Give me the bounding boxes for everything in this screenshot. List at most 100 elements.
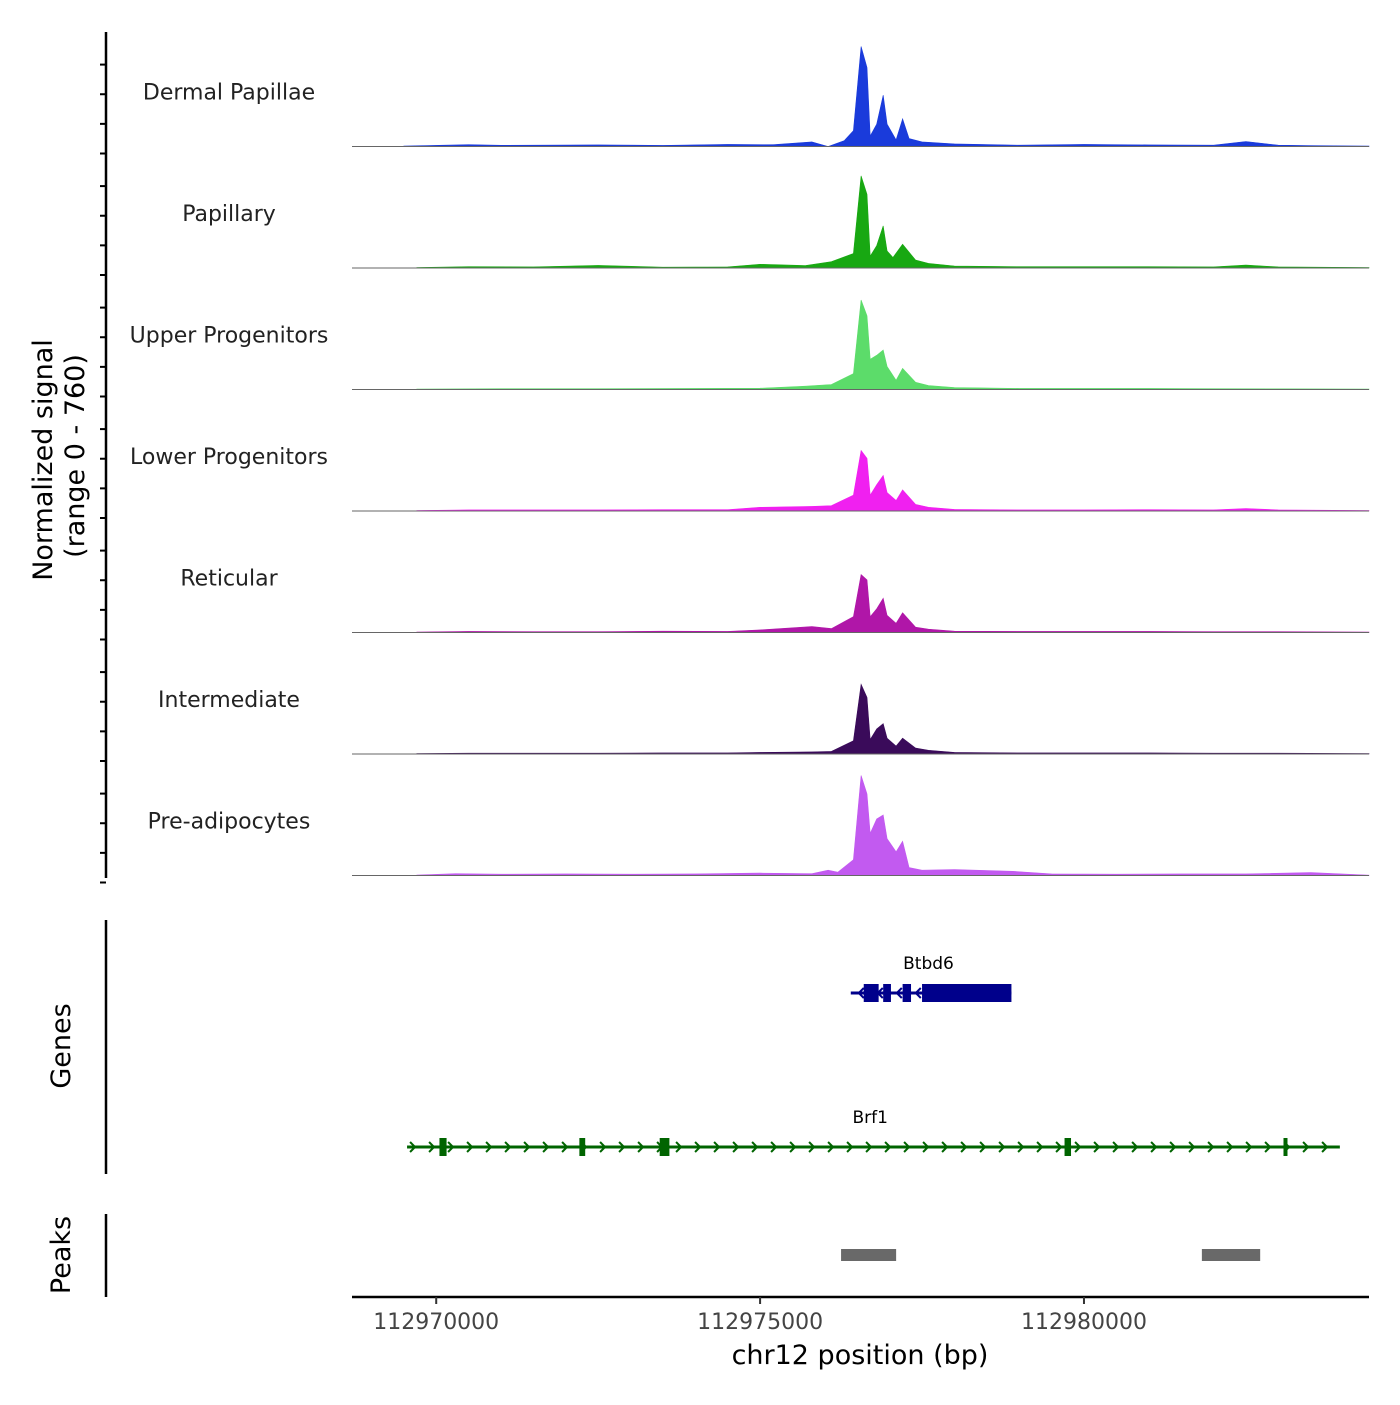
strand-arrow <box>732 1141 740 1153</box>
exon-block <box>579 1138 586 1156</box>
strand-arrow <box>1264 1141 1272 1153</box>
track-intermediate: Intermediate <box>158 683 1370 755</box>
strand-arrow <box>941 1141 949 1153</box>
strand-arrow <box>1188 1141 1196 1153</box>
exon-block <box>1064 1138 1072 1156</box>
strand-arrow <box>1302 1141 1310 1153</box>
signal-axis-title-line2: (range 0 - 760) <box>60 354 91 558</box>
track-dermal-papillae: Dermal Papillae <box>143 46 1370 147</box>
strand-arrow <box>827 1141 835 1153</box>
x-axis-title: chr12 position (bp) <box>732 1340 989 1371</box>
x-axis: 112970000 112975000 112980000 <box>373 1297 1147 1335</box>
track-lower-progenitors: Lower Progenitors <box>130 445 1370 512</box>
strand-arrow <box>857 987 865 999</box>
strand-arrow <box>903 1141 911 1153</box>
strand-arrow <box>1131 1141 1139 1153</box>
strand-arrow <box>1321 1141 1329 1153</box>
gene-label: Btbd6 <box>903 954 954 974</box>
gene-brf1: Brf1 <box>407 1108 1340 1156</box>
track-label: Dermal Papillae <box>143 81 315 106</box>
track-label: Papillary <box>182 202 276 227</box>
exon-block <box>883 984 891 1002</box>
track-label: Upper Progenitors <box>130 324 329 349</box>
strand-arrow <box>998 1141 1006 1153</box>
strand-arrow <box>884 1141 892 1153</box>
signal-tracks: Dermal Papillae Papillary Upper Progenitor… <box>130 46 1370 876</box>
gene-btbd6: Btbd6 <box>850 954 1012 1002</box>
strand-arrow <box>789 1141 797 1153</box>
strand-arrow <box>1245 1141 1253 1153</box>
strand-arrow <box>1169 1141 1177 1153</box>
strand-arrow <box>914 987 922 999</box>
strand-arrow <box>637 1141 645 1153</box>
strand-arrow <box>713 1141 721 1153</box>
exon-block <box>902 984 912 1002</box>
peaks-track <box>841 1249 1261 1261</box>
exon-block <box>863 984 879 1002</box>
x-tick-label: 112975000 <box>697 1310 823 1335</box>
strand-arrow <box>895 987 903 999</box>
strand-arrow <box>542 1141 550 1153</box>
strand-arrow <box>618 1141 626 1153</box>
strand-arrow <box>675 1141 683 1153</box>
strand-arrow <box>694 1141 702 1153</box>
track-label: Intermediate <box>158 688 300 713</box>
strand-arrow <box>1112 1141 1120 1153</box>
strand-arrow <box>751 1141 759 1153</box>
coverage-area <box>416 683 1370 755</box>
strand-arrow <box>1017 1141 1025 1153</box>
strand-arrow <box>561 1141 569 1153</box>
strand-arrow <box>1074 1141 1082 1153</box>
strand-arrow <box>770 1141 778 1153</box>
x-tick-label: 112980000 <box>1021 1310 1147 1335</box>
peak-region <box>1201 1249 1261 1261</box>
coverage-area <box>416 775 1370 876</box>
strand-arrow <box>447 1141 455 1153</box>
coverage-area <box>416 175 1370 269</box>
strand-arrow <box>599 1141 607 1153</box>
strand-arrow <box>846 1141 854 1153</box>
strand-arrow <box>865 1141 873 1153</box>
track-label: Reticular <box>180 567 278 592</box>
peak-region <box>841 1249 897 1261</box>
strand-arrow <box>466 1141 474 1153</box>
genes-axis-title: Genes <box>46 1003 77 1088</box>
strand-arrow <box>1093 1141 1101 1153</box>
x-tick-label: 112970000 <box>373 1310 499 1335</box>
strand-arrow <box>1150 1141 1158 1153</box>
strand-arrow <box>1036 1141 1044 1153</box>
gene-label: Brf1 <box>852 1108 887 1128</box>
track-upper-progenitors: Upper Progenitors <box>130 299 1370 390</box>
signal-y-axis <box>100 32 108 884</box>
coverage-area <box>416 299 1370 390</box>
strand-arrow <box>1207 1141 1215 1153</box>
track-reticular: Reticular <box>180 567 1370 633</box>
strand-arrow <box>504 1141 512 1153</box>
track-label: Pre-adipocytes <box>148 810 311 835</box>
signal-axis-title-line1: Normalized signal <box>28 339 59 581</box>
exon-block <box>659 1138 670 1156</box>
coverage-area <box>416 449 1370 512</box>
strand-arrow <box>428 1141 436 1153</box>
track-papillary: Papillary <box>182 175 1370 269</box>
strand-arrow <box>979 1141 987 1153</box>
coverage-area <box>403 46 1370 147</box>
peaks-axis-title: Peaks <box>46 1216 77 1294</box>
strand-arrow <box>1226 1141 1234 1153</box>
strand-arrow <box>1055 1141 1063 1153</box>
strand-arrow <box>922 1141 930 1153</box>
strand-arrow <box>485 1141 493 1153</box>
exon-block <box>922 984 1012 1002</box>
track-label: Lower Progenitors <box>130 445 328 470</box>
gene-annotation-track: Brf1 Btbd6 <box>407 954 1340 1156</box>
strand-arrow <box>808 1141 816 1153</box>
exon-block <box>439 1138 447 1156</box>
track-pre-adipocytes: Pre-adipocytes <box>148 775 1370 876</box>
strand-arrow <box>523 1141 531 1153</box>
exon-block <box>1283 1138 1288 1156</box>
coverage-area <box>416 574 1370 633</box>
strand-arrow <box>409 1141 417 1153</box>
strand-arrow <box>960 1141 968 1153</box>
